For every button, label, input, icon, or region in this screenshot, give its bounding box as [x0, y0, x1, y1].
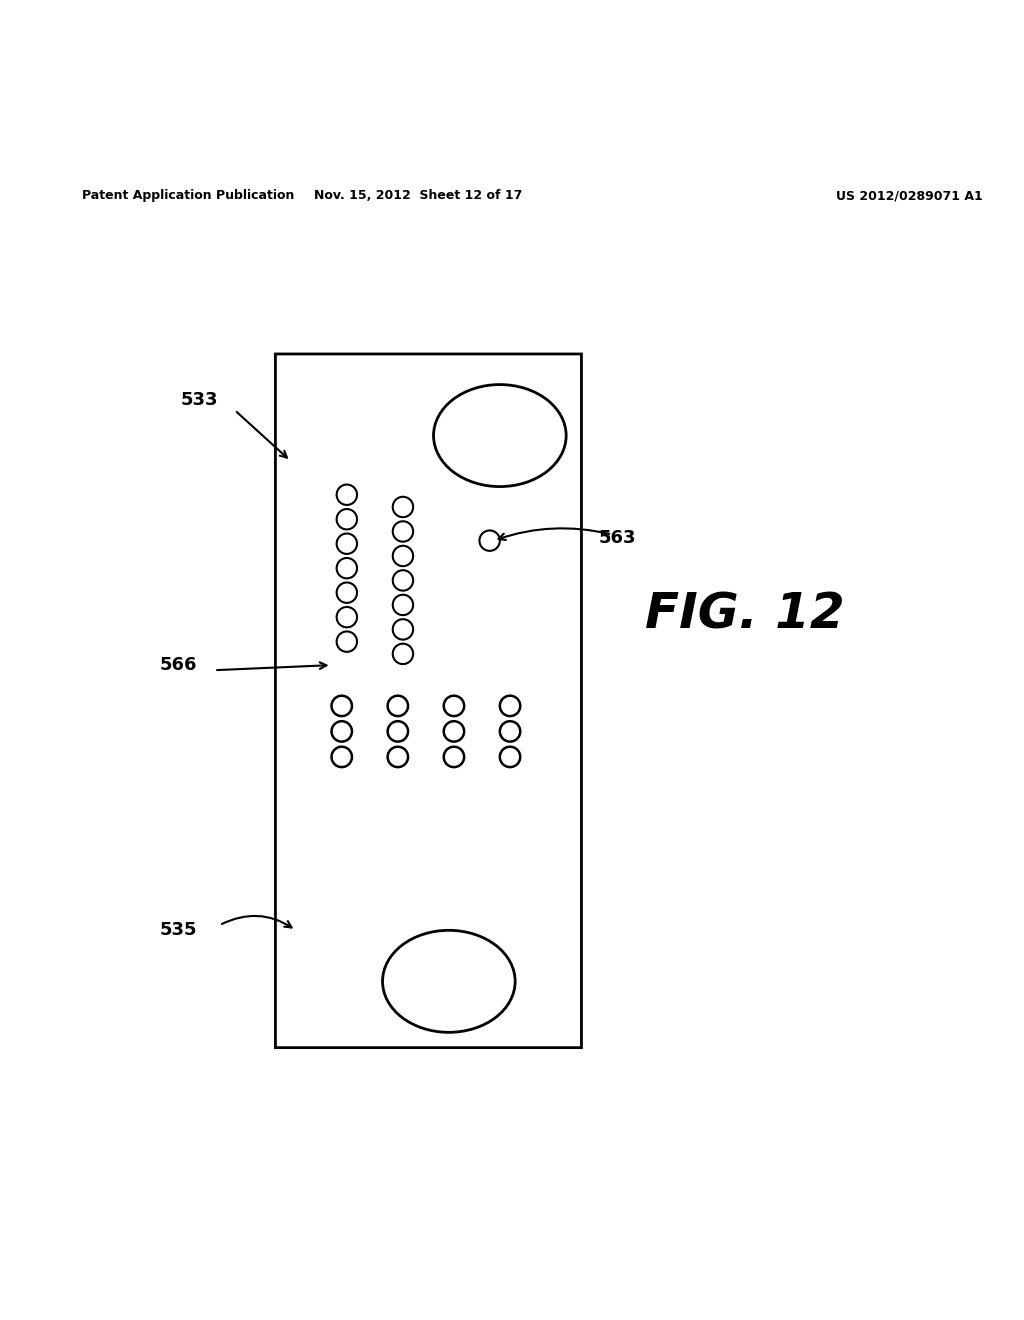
Circle shape — [393, 521, 413, 541]
Circle shape — [393, 545, 413, 566]
Circle shape — [332, 721, 352, 742]
Circle shape — [443, 721, 464, 742]
Circle shape — [337, 582, 357, 603]
Circle shape — [500, 747, 520, 767]
Circle shape — [393, 619, 413, 640]
Circle shape — [337, 558, 357, 578]
Text: 566: 566 — [160, 656, 198, 675]
Circle shape — [443, 696, 464, 717]
Circle shape — [388, 696, 408, 717]
Circle shape — [332, 747, 352, 767]
Text: 563: 563 — [598, 528, 636, 546]
Text: Patent Application Publication: Patent Application Publication — [82, 189, 294, 202]
Circle shape — [393, 644, 413, 664]
Circle shape — [393, 595, 413, 615]
Circle shape — [393, 570, 413, 590]
Circle shape — [500, 696, 520, 717]
Circle shape — [500, 721, 520, 742]
Circle shape — [337, 607, 357, 627]
Ellipse shape — [433, 384, 566, 487]
Circle shape — [393, 496, 413, 517]
Circle shape — [388, 721, 408, 742]
Circle shape — [337, 484, 357, 506]
Ellipse shape — [383, 931, 515, 1032]
Circle shape — [479, 531, 500, 550]
Circle shape — [337, 533, 357, 554]
Circle shape — [337, 510, 357, 529]
Text: 533: 533 — [180, 391, 218, 409]
FancyBboxPatch shape — [275, 354, 582, 1048]
Circle shape — [443, 747, 464, 767]
Text: FIG. 12: FIG. 12 — [645, 590, 845, 638]
Text: 535: 535 — [160, 921, 198, 940]
Circle shape — [332, 696, 352, 717]
Text: Nov. 15, 2012  Sheet 12 of 17: Nov. 15, 2012 Sheet 12 of 17 — [314, 189, 522, 202]
Circle shape — [337, 631, 357, 652]
Circle shape — [388, 747, 408, 767]
Text: US 2012/0289071 A1: US 2012/0289071 A1 — [837, 189, 983, 202]
